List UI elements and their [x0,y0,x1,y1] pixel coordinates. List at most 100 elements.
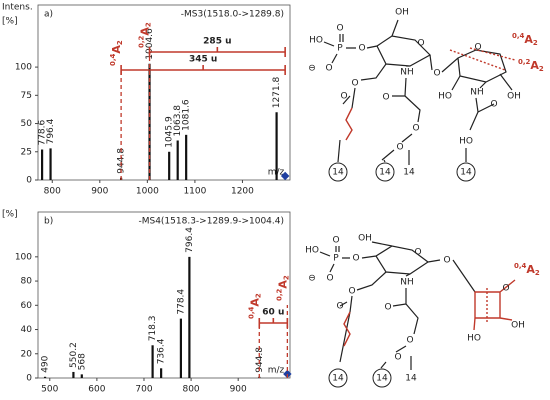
peak-label: 778.4 [176,289,186,315]
y-tick-label: 80 [21,277,33,287]
x-tick-label: 500 [41,385,58,395]
chart-title: -MS3(1518.0->1289.8) [181,10,284,20]
atom-label: 14 [332,374,344,384]
atom-label: O [490,100,497,110]
peak-label: 796.4 [185,227,195,253]
plot-frame [37,211,291,379]
atom-label: O [348,287,355,297]
chain-circle [456,162,476,182]
atom-label: HO [467,334,481,344]
atom-label: 14 [460,168,472,178]
atom-label: O [336,302,343,312]
plot-frame [37,4,291,181]
y-tick-label: 50 [21,119,33,129]
atom-label: O [325,64,332,74]
fragment-pre: 0,2 [518,58,531,66]
y-tick-label: 20 [21,349,33,359]
x-tick-label: 900 [230,385,247,395]
atom-label: O [384,303,391,313]
fragment-sub: 2 [282,275,290,280]
structure-a-skeleton [323,19,516,165]
structure-b-skeleton [319,241,516,370]
fragment-ion: A [526,263,535,276]
atom-label: 14 [403,168,415,178]
atom-label: O [394,353,401,363]
atom-label: O [502,284,509,294]
fragment-label: 0,4A2 [512,32,538,47]
x-tick-label: 700 [135,385,152,395]
fragment-sub: 2 [539,65,544,73]
y-tick-label: 75 [21,91,32,101]
peak-label: 1004.6 [145,28,155,60]
atom-label: HO [305,246,319,256]
panel-label: a) [44,10,53,20]
x-tick-label: 900 [91,187,108,197]
fragment-label: 0,2A2 [275,275,290,301]
y-tick-label: 100 [15,252,32,262]
x-tick-label: 1100 [183,187,206,197]
fragment-ion: A [248,298,261,307]
atom-label: O [414,248,421,258]
atom-label: O [433,69,440,79]
chart-title: -MS4(1518.3->1289.9->1004.4) [138,217,284,227]
chain-circle [375,162,395,182]
fragment-pre: 0,4 [109,53,117,66]
fragment-ion: A [276,280,289,289]
y-axis-label: [%] [2,17,18,27]
peak-label: 718.3 [148,316,158,342]
atom-label: O [396,143,403,153]
precursor-marker [280,171,290,181]
atom-label: O [412,124,419,134]
atom-label: O [382,93,389,103]
fragment-label: 0,4A2 [514,262,540,277]
span-label: 285 u [203,37,231,47]
y-tick-label: 25 [21,147,32,157]
atom-label: HO [309,36,323,46]
atom-label: O [474,43,481,53]
peak-label: 1081.6 [182,99,192,131]
peak-label: 568 [77,353,87,370]
atom-label: OH [511,321,525,331]
x-tick-label: 800 [182,385,199,395]
peak-label: 796.4 [46,118,56,144]
peak-label: 1045.9 [165,116,175,148]
atom-label: NH [400,278,414,288]
atom-label: O [326,274,333,284]
fragment-sub: 2 [145,22,153,27]
fragment-sub: 2 [254,293,262,298]
x-tick-label: 600 [88,385,105,395]
atom-label: 14 [379,168,391,178]
x-axis-label: m/z [268,366,285,376]
atom-label: OH [395,8,409,18]
fragment-ion: A [110,45,123,54]
fragment-ion: A [524,33,533,46]
fragment-pre: 0,2 [138,35,146,48]
fragment-sub: 2 [116,40,124,45]
atom-label: O [443,256,450,266]
y-tick-label: 0 [26,374,32,384]
chain-circle [328,162,348,182]
span-label: 60 u [262,308,284,318]
fragment-sub: 2 [533,39,538,47]
atom-label: 14 [405,374,417,384]
peak-label: 778.6 [38,119,48,145]
atom-label: O [406,336,413,346]
span-label: 345 u [189,55,217,65]
y-axis-label: Intens. [2,3,33,13]
fragment-pre: 0,4 [514,262,527,270]
y-axis-label: [%] [2,210,18,220]
peak-label: 490 [41,355,51,372]
atom-label: O [332,236,339,246]
peak-label: 736.4 [157,338,167,364]
atom-label: 14 [376,374,388,384]
fragment-ion: A [530,59,539,72]
atom-label: P [337,44,343,54]
fragment-pre: 0,2 [275,288,283,301]
fragment-label: 0,2A2 [138,22,153,48]
y-tick-label: 40 [21,325,33,335]
atom-label: P [333,254,339,264]
atom-label: O [417,39,424,49]
atom-label: 14 [332,168,344,178]
x-tick-label: 1200 [231,187,254,197]
